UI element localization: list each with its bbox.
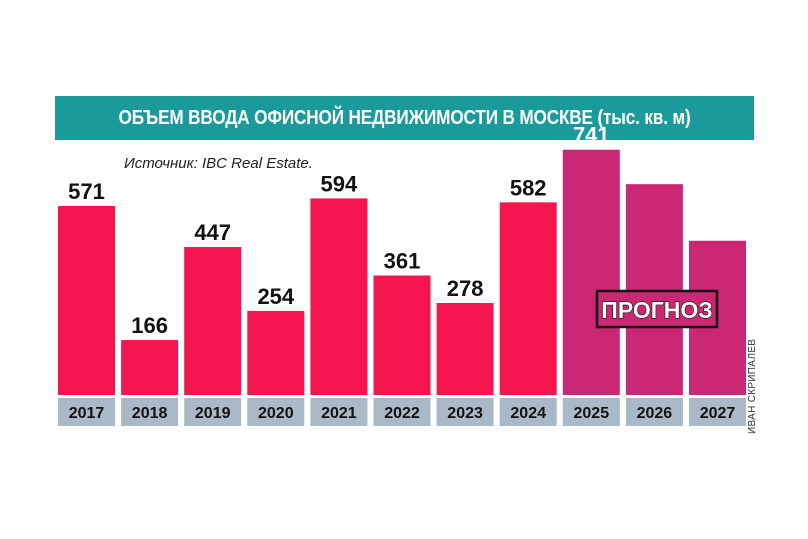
bar: [499, 202, 557, 395]
bar: [436, 302, 494, 395]
chart-source: Источник: IBC Real Estate.: [124, 155, 313, 172]
value-label: 637: [636, 157, 673, 182]
bar: [562, 149, 620, 395]
forecast-label: ПРОГНОЗ: [601, 297, 712, 323]
category-label: 2027: [700, 405, 736, 422]
bar: [184, 247, 242, 395]
value-label: 166: [131, 313, 168, 338]
category-box: [310, 398, 368, 426]
category-label: 2023: [447, 405, 483, 422]
value-label: 361: [384, 249, 421, 274]
chart-title-bar: ОБЪЕМ ВВОДА ОФИСНОЙ НЕДВИЖИМОСТИ В МОСКВ…: [55, 96, 754, 140]
chart-title: ОБЪЕМ ВВОДА ОФИСНОЙ НЕДВИЖИМОСТИ В МОСКВ…: [118, 106, 691, 129]
category-box: [499, 398, 557, 426]
bar: [310, 198, 368, 395]
category-box: [58, 398, 115, 426]
bar: [58, 205, 115, 395]
category-box: [121, 398, 179, 426]
category-box: [436, 398, 494, 426]
category-label: 2026: [637, 405, 673, 422]
category-label: 2018: [132, 405, 168, 422]
bar: [625, 184, 683, 395]
category-label: 2019: [195, 405, 231, 422]
value-label: 571: [68, 179, 105, 204]
bar: [247, 310, 305, 395]
author-credit: ИВАН СКРИПАЛЕВ: [747, 338, 758, 434]
category-box: [247, 398, 305, 426]
value-label: 254: [257, 284, 294, 309]
category-box: [625, 398, 683, 426]
forecast-badge: [595, 289, 719, 329]
category-label: 2021: [321, 405, 357, 422]
bar: [373, 275, 431, 395]
value-label: 466: [699, 214, 736, 239]
category-label: 2017: [69, 405, 105, 422]
value-label: 447: [194, 220, 231, 245]
category-label: 2024: [510, 405, 546, 422]
value-label: 594: [321, 171, 358, 196]
category-box: [373, 398, 431, 426]
value-label: 582: [510, 175, 547, 200]
bar: [121, 340, 179, 395]
value-label: 278: [447, 276, 484, 301]
category-box: [184, 398, 242, 426]
category-label: 2022: [384, 405, 420, 422]
category-label: 2020: [258, 405, 294, 422]
category-box: [689, 398, 746, 426]
category-box: [562, 398, 620, 426]
value-label: 741: [573, 123, 610, 148]
category-label: 2025: [574, 405, 610, 422]
